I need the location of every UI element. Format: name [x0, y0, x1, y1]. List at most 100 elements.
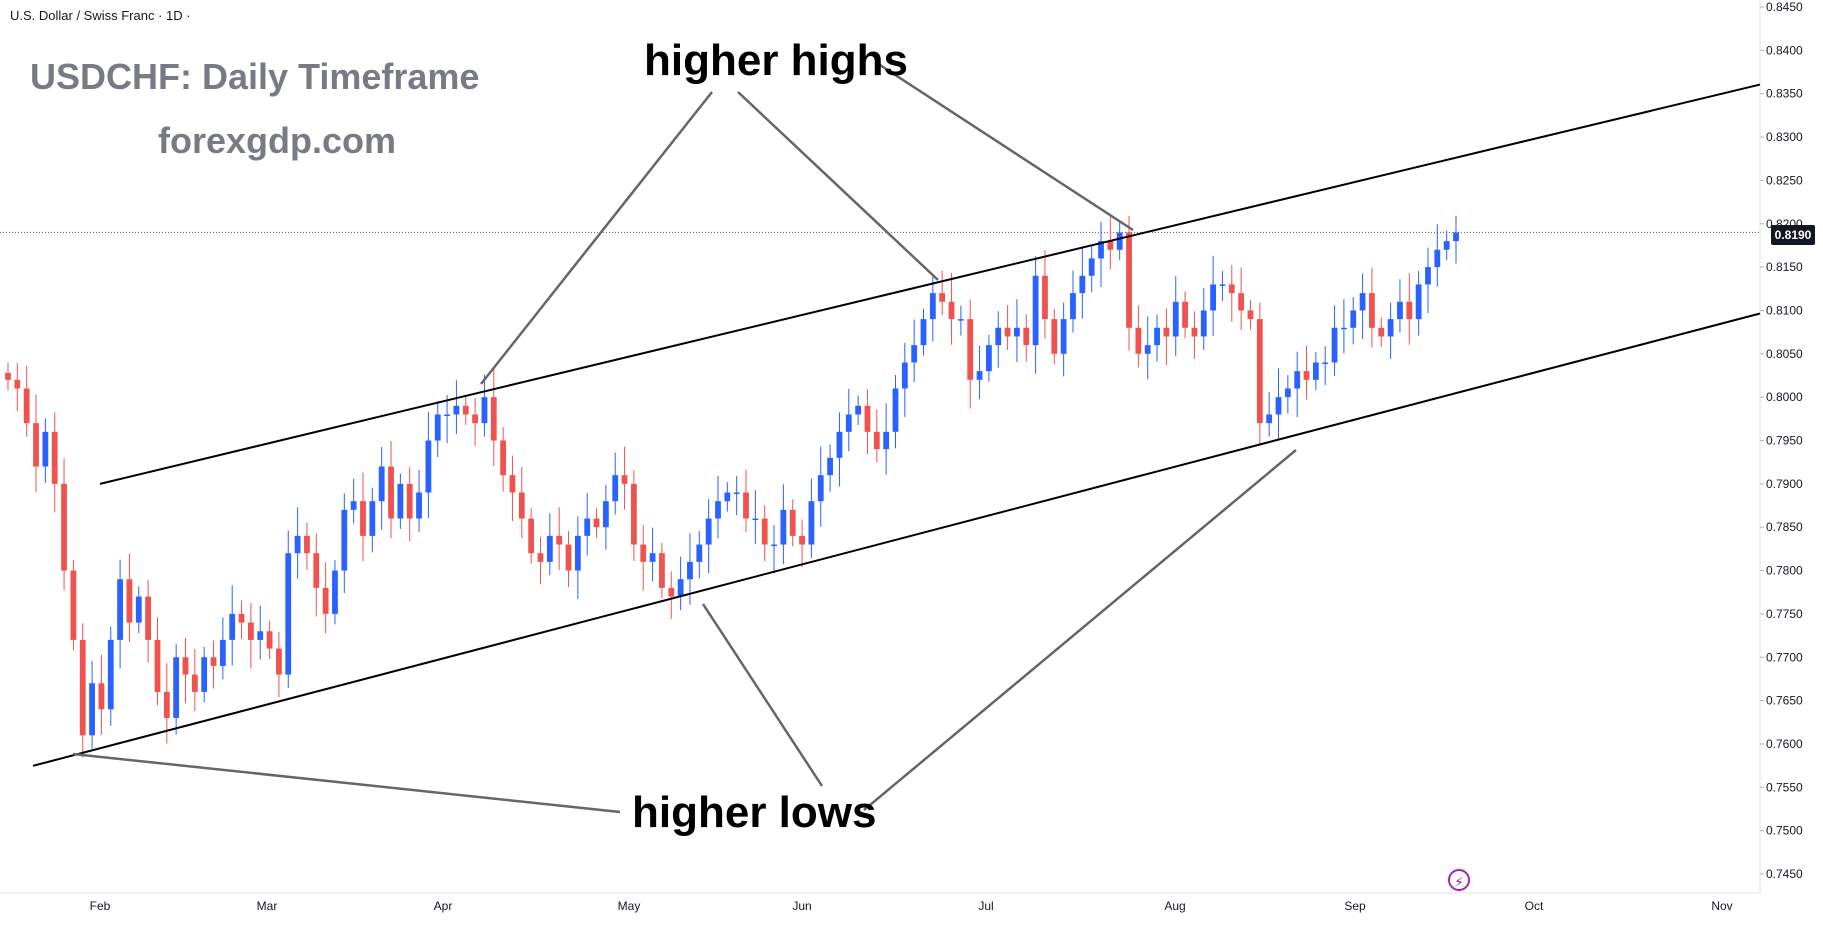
candle-body [42, 431, 49, 467]
y-tick-label: 0.7850 [1766, 520, 1803, 534]
candle-body [416, 492, 422, 519]
y-tick-label: 0.7600 [1766, 737, 1803, 751]
candle-body [1191, 327, 1198, 337]
candle-body [1219, 284, 1226, 286]
annotation-connector [879, 63, 1134, 232]
candle-body [817, 475, 824, 502]
lightning-bolt-icon[interactable]: ⚡ [1448, 869, 1470, 891]
candle-body [1200, 310, 1207, 337]
lines-layer [32, 63, 1761, 814]
x-tick-label: Mar [257, 899, 278, 913]
candle-body [257, 631, 264, 640]
y-tick-label: 0.7900 [1766, 477, 1803, 491]
candle-body [1135, 327, 1142, 354]
x-tick-label: Nov [1711, 899, 1732, 913]
candle-body [920, 319, 927, 346]
candle-body [771, 544, 777, 547]
x-tick-label: Feb [90, 899, 111, 913]
candle-body [5, 372, 11, 380]
candle-body [453, 405, 460, 415]
candle-body [341, 509, 348, 571]
candle-body [472, 414, 478, 424]
candle-body [154, 639, 161, 692]
y-tick-label: 0.8350 [1766, 87, 1803, 101]
upper-channel-line [99, 83, 1761, 485]
candle-body [1088, 258, 1095, 276]
y-tick-label: 0.7950 [1766, 434, 1803, 448]
y-tick-label: 0.7650 [1766, 694, 1803, 708]
candle-body [1247, 310, 1254, 320]
candle-body [659, 553, 665, 588]
candle-body [350, 501, 357, 510]
candle-body [845, 414, 852, 432]
candle-body [715, 501, 721, 519]
annotation-connector [72, 752, 621, 814]
candle-body [1443, 241, 1450, 250]
candle-body [33, 423, 39, 467]
candle-body [490, 397, 497, 441]
candle-body [649, 553, 656, 562]
candle-body [1397, 301, 1403, 320]
y-tick-label: 0.7450 [1766, 867, 1803, 881]
candle-body [631, 483, 637, 545]
candle-body [378, 466, 385, 502]
chart-subtitle: forexgdp.com [158, 120, 397, 161]
candle-body [883, 431, 890, 450]
annotation-higher-lows: higher lows [632, 788, 877, 837]
candle-body [210, 657, 217, 666]
candle-body [1051, 319, 1058, 354]
candle-body [1256, 319, 1263, 424]
candle-body [388, 466, 394, 519]
candle-body [929, 293, 936, 320]
candle-body [1266, 414, 1273, 424]
candle-body [126, 579, 133, 623]
y-tick-label: 0.7700 [1766, 650, 1803, 664]
candle-body [266, 631, 273, 649]
candle-body [1284, 388, 1291, 398]
candle-body [901, 362, 908, 389]
candle-body [434, 414, 441, 441]
candle-body [135, 596, 142, 623]
candle-body [957, 319, 964, 321]
lower-channel-line [32, 312, 1761, 767]
candle-body [1331, 327, 1338, 363]
candle-body [593, 518, 600, 528]
candle-body [247, 622, 254, 640]
x-tick-label: Apr [434, 899, 453, 913]
candle-body [1126, 232, 1132, 328]
x-tick-label: Sep [1344, 899, 1366, 913]
candle-body [687, 561, 693, 580]
y-tick-label: 0.7750 [1766, 607, 1803, 621]
candle-body [145, 596, 152, 640]
candle-body [612, 475, 619, 502]
candle-body [173, 657, 180, 718]
candle-body [1070, 293, 1076, 320]
candle-body [51, 431, 58, 484]
candle-body [70, 570, 77, 640]
candle-body [509, 475, 516, 493]
candle-body [322, 587, 329, 614]
y-tick-label: 0.8450 [1766, 0, 1803, 14]
candle-body [1060, 319, 1067, 354]
candle-body [1116, 232, 1123, 250]
candle-body [986, 345, 992, 372]
candle-body [406, 483, 413, 519]
symbol-header[interactable]: U.S. Dollar / Swiss Franc · 1D · [10, 8, 191, 23]
candle-body [1144, 345, 1151, 354]
candle-body [733, 492, 740, 495]
candle-body [1023, 327, 1030, 346]
candle-body [1182, 301, 1188, 328]
chart-title: USDCHF: Daily Timeframe [30, 56, 480, 97]
y-tick-label: 0.8100 [1766, 303, 1803, 317]
candle-body [332, 570, 338, 614]
candle-body [360, 501, 366, 536]
y-tick-label: 0.8150 [1766, 260, 1803, 274]
candle-body [1238, 293, 1245, 311]
candle-body [304, 535, 310, 554]
y-tick-label: 0.7550 [1766, 780, 1803, 794]
candle-body [939, 293, 946, 302]
candle-body [1369, 293, 1375, 328]
candle-body [201, 657, 208, 692]
candle-body [808, 501, 815, 545]
x-tick-label: Oct [1525, 899, 1544, 913]
